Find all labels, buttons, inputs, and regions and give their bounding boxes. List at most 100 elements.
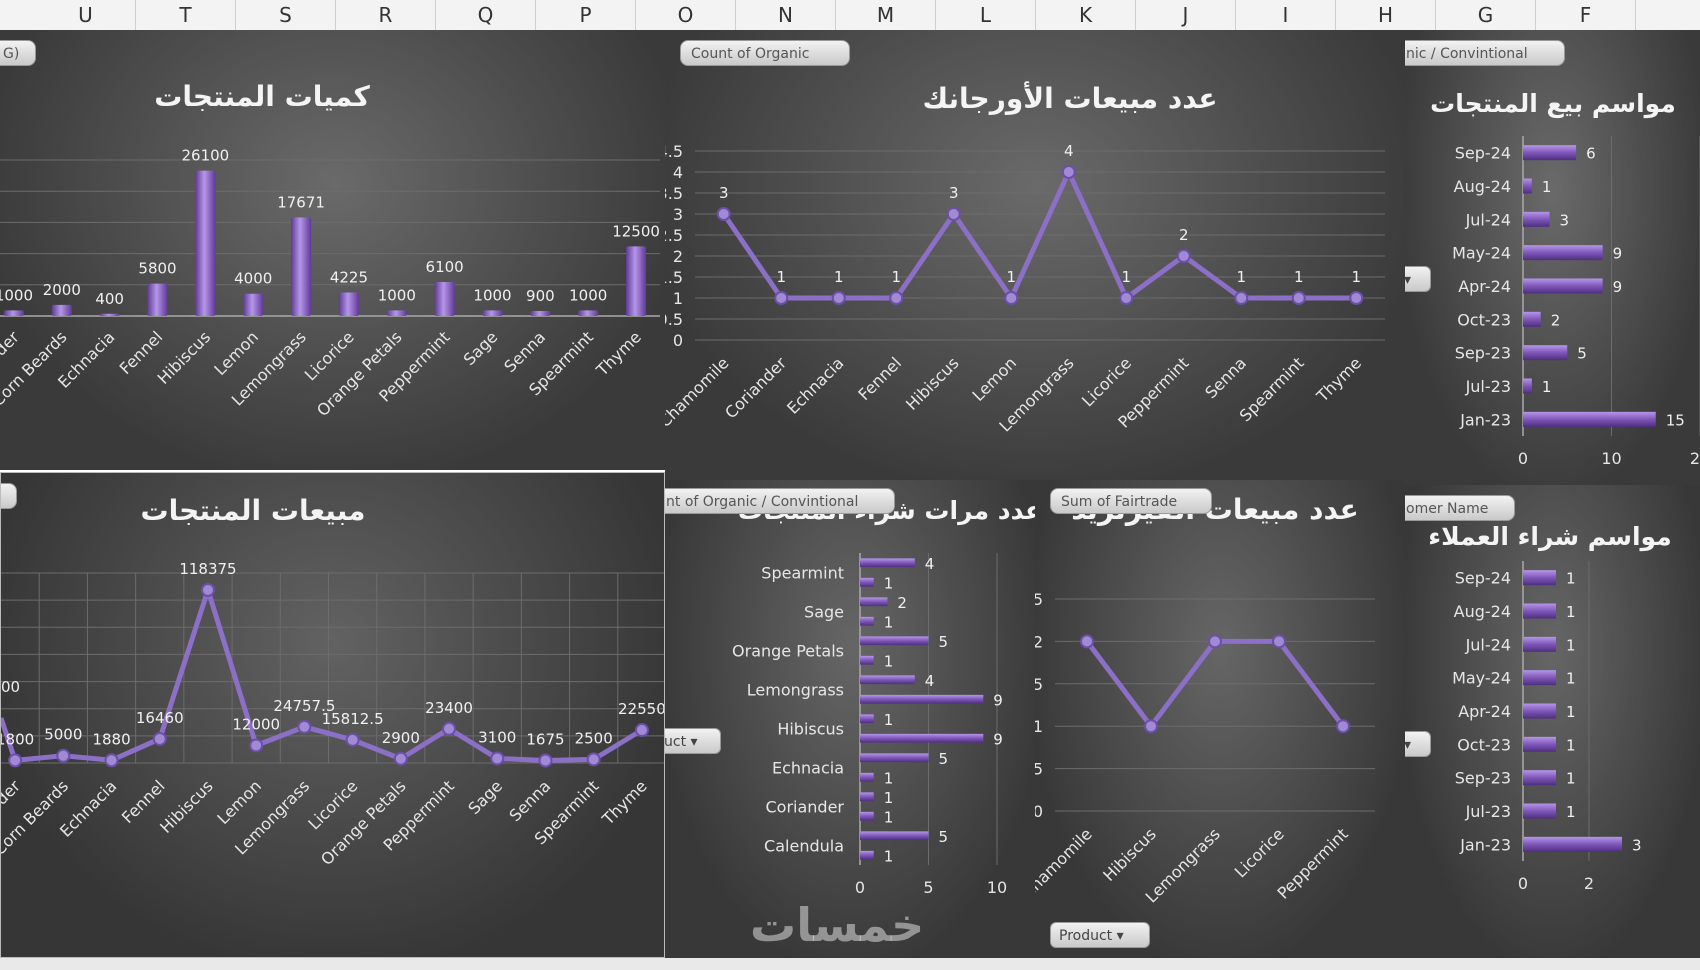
customers-chart-panel[interactable]: 0 2 مواسم شراء العملاء 1 Sep-24 1 Aug-24 1 Jul-2…	[1405, 485, 1700, 958]
y-tick-label: 2	[1035, 632, 1043, 651]
category-label: Lemongrass	[747, 681, 844, 700]
data-label: 1	[1566, 770, 1576, 788]
chart-title: مواسم شراء العملاء	[1428, 522, 1671, 552]
category-label: Spearmint	[761, 564, 844, 583]
data-point	[393, 751, 408, 766]
category-label: Aug-24	[1454, 177, 1511, 196]
data-label: 5000	[44, 726, 82, 744]
category-label: Hibiscus	[156, 776, 217, 837]
x-tick-label: 0	[855, 878, 865, 897]
category-label: Senna	[1201, 353, 1250, 402]
y-tick-label: 1.5	[665, 268, 683, 287]
data-label: 15812.5	[322, 710, 384, 728]
bar	[860, 616, 874, 626]
category-label: Fennel	[854, 353, 905, 404]
customers-filter-dropdown[interactable]: ▾	[1405, 731, 1431, 757]
x-tick-label: 10	[987, 878, 1007, 897]
column-header-G[interactable]: G	[1436, 0, 1536, 30]
column-header-Q[interactable]: Q	[436, 0, 536, 30]
column-header-P[interactable]: P	[536, 0, 636, 30]
organic-field-button[interactable]: Count of Organic	[680, 40, 850, 66]
organic-chart-panel[interactable]: 0 0.5 1 1.5 2 2.5 3 3.5 4 4.5 عدد مبيعات الأورجانك…	[665, 30, 1408, 480]
bar	[1523, 736, 1556, 752]
category-label: Sage	[464, 776, 506, 818]
chart-title: مبيعات المنتجات	[141, 494, 366, 527]
category-label: Orange Petals	[317, 776, 410, 869]
column-header-M[interactable]: M	[836, 0, 936, 30]
data-point	[946, 207, 961, 221]
column-header-H[interactable]: H	[1336, 0, 1436, 30]
category-label: Hibiscus	[1099, 824, 1160, 885]
data-label: 5	[939, 750, 949, 768]
data-label: 3	[949, 184, 959, 202]
x-tick-label: 0	[1518, 874, 1528, 893]
sales-field-button[interactable]	[1, 483, 17, 509]
column-header-F[interactable]: F	[1536, 0, 1636, 30]
data-label: 900	[526, 287, 555, 305]
bar-spearmint	[578, 310, 599, 316]
column-header-J[interactable]: J	[1136, 0, 1236, 30]
bar	[1523, 245, 1603, 261]
bar-fennel	[147, 283, 168, 316]
column-header-I[interactable]: I	[1236, 0, 1336, 30]
seasons-field-button[interactable]: nic / Convintional	[1405, 40, 1565, 66]
seasons-filter-dropdown[interactable]: ▾	[1405, 266, 1431, 292]
column-header-R[interactable]: R	[336, 0, 436, 30]
column-header-U[interactable]: U	[36, 0, 136, 30]
bar-hibiscus	[195, 170, 216, 316]
y-tick-label: 0.5	[665, 310, 683, 329]
data-label: 1	[1566, 636, 1576, 654]
column-header-T[interactable]: T	[136, 0, 236, 30]
data-label: 5	[939, 828, 949, 846]
y-tick-label: 0	[1035, 802, 1043, 821]
purchases-field-button[interactable]: nt of Organic / Convintional	[665, 488, 895, 514]
bar	[860, 577, 874, 587]
column-header-O[interactable]: O	[636, 0, 736, 30]
column-header-K[interactable]: K	[1036, 0, 1136, 30]
customers-field-button[interactable]: omer Name	[1405, 495, 1515, 521]
sales-chart-panel[interactable]: مبيعات المنتجات1800oriander5000Corn Bear…	[0, 472, 665, 958]
quantities-chart: كميات المنتجات1000ander2000Corn Beards40…	[0, 80, 660, 420]
bar	[1523, 345, 1568, 361]
y-tick-label: 0	[673, 331, 683, 350]
data-label: 2	[1179, 226, 1189, 244]
data-label: 5	[1577, 345, 1587, 363]
data-label: 1	[1542, 178, 1552, 196]
data-label: 1	[1566, 603, 1576, 621]
category-label: Sep-23	[1455, 344, 1511, 363]
y-tick-label: 2	[673, 247, 683, 266]
organic-chart: 0 0.5 1 1.5 2 2.5 3 3.5 4 4.5 عدد مبيعات الأورجانك…	[665, 81, 1385, 436]
category-label: Thyme	[598, 776, 651, 829]
data-label: 1	[884, 652, 894, 670]
data-label: 4	[925, 555, 935, 573]
seasons-chart-panel[interactable]: 0 10 20 مواسم بيع المنتجات 6 Sep-24 1 Aug-24 3 Ju…	[1405, 30, 1700, 485]
data-label: 4	[925, 672, 935, 690]
column-header-N[interactable]: N	[736, 0, 836, 30]
quantities-chart-panel[interactable]: كميات المنتجات1000ander2000Corn Beards40…	[0, 30, 670, 470]
data-point	[8, 753, 23, 768]
column-header-L[interactable]: L	[936, 0, 1036, 30]
data-label: 6100	[426, 258, 464, 276]
purchases-product-dropdown[interactable]: uct ▾	[665, 728, 721, 754]
bar-corn-beards	[51, 304, 72, 316]
bar	[860, 675, 915, 685]
fairtrade-field-button[interactable]: Sum of Fairtrade	[1050, 488, 1212, 514]
data-label: 16460	[136, 709, 184, 727]
quantities-field-button[interactable]: G)	[0, 40, 36, 66]
category-label: Thyme	[1312, 353, 1365, 406]
data-point	[490, 751, 505, 766]
data-label: 1	[1236, 268, 1246, 286]
category-label: Chamomile	[1035, 824, 1096, 902]
category-label: Echnacia	[772, 759, 844, 778]
category-label: Orange Petals	[732, 642, 844, 661]
y-tick-label: 1	[1035, 717, 1043, 736]
data-label: 4225	[330, 268, 368, 286]
bar	[860, 792, 874, 802]
category-label: Hibiscus	[902, 353, 963, 414]
bar	[860, 733, 984, 743]
column-header-S[interactable]: S	[236, 0, 336, 30]
fairtrade-product-dropdown[interactable]: Product ▾	[1050, 922, 1150, 948]
